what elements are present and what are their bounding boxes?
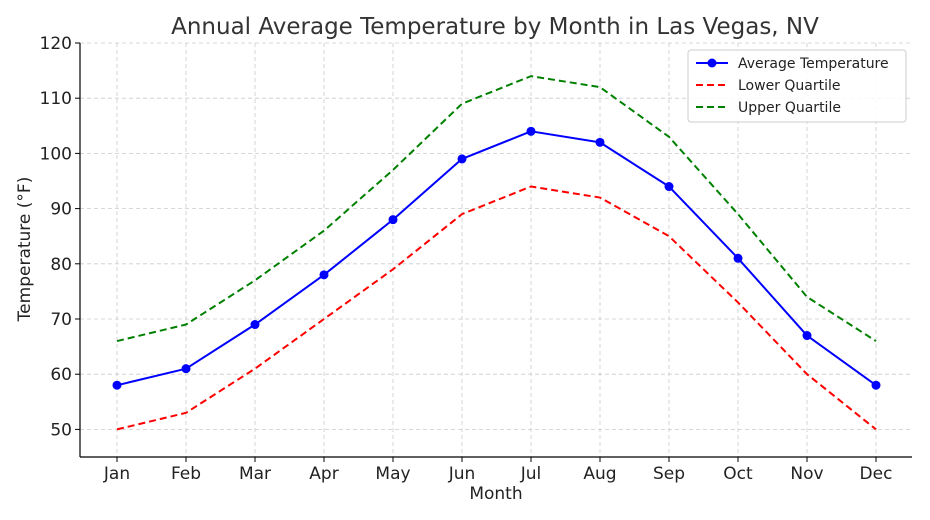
x-tick-label-jan: Jan — [103, 464, 130, 484]
x-tick-label-may: May — [375, 464, 410, 484]
x-tick-label-dec: Dec — [860, 464, 893, 484]
data-point-average-temperature-apr — [319, 270, 329, 280]
x-tick-label-apr: Apr — [309, 464, 338, 484]
legend-marker-average-temperature — [707, 58, 717, 68]
axes: Jan Feb Mar Apr May Jun Jul Aug Sep Oct Nov Dec 50 60… — [40, 34, 912, 484]
data-point-average-temperature-mar — [250, 320, 260, 330]
data-point-average-temperature-oct — [733, 253, 743, 263]
legend-label-lower-quartile: Lower Quartile — [738, 78, 841, 94]
series-line-lower-quartile — [116, 185, 877, 431]
data-point-average-temperature-jul — [526, 126, 536, 136]
x-tick-label-nov: Nov — [790, 464, 823, 484]
x-tick-label-mar: Mar — [239, 464, 271, 484]
legend-box — [687, 49, 907, 123]
series-line-upper-quartile — [116, 75, 877, 343]
y-tick-label-110: 110 — [40, 89, 72, 109]
x-tick-label-jul: Jul — [520, 464, 542, 484]
chart-title: Annual Average Temperature by Month in L… — [171, 14, 819, 40]
y-tick-label-90: 90 — [50, 200, 72, 220]
legend-label-upper-quartile: Upper Quartile — [738, 100, 841, 116]
x-tick-label-jun: Jun — [448, 464, 476, 484]
legend: Average Temperature Lower Quartile Upper Q… — [687, 49, 907, 123]
y-tick-label-50: 50 — [50, 420, 72, 440]
y-tick-label-70: 70 — [50, 310, 72, 330]
x-tick-label-oct: Oct — [723, 464, 753, 484]
data-point-average-temperature-nov — [802, 331, 812, 341]
series-line-average-temperature — [116, 130, 877, 387]
data-point-average-temperature-aug — [595, 137, 605, 147]
legend-label-average-temperature: Average Temperature — [738, 56, 889, 72]
data-point-average-temperature-sep — [664, 182, 674, 192]
x-tick-label-aug: Aug — [583, 464, 616, 484]
y-axis-label: Temperature (°F) — [15, 177, 35, 323]
y-tick-label-80: 80 — [50, 255, 72, 275]
y-tick-label-120: 120 — [40, 34, 72, 54]
data-point-average-temperature-may — [388, 215, 398, 225]
x-axis-label: Month — [469, 484, 522, 504]
y-tick-label-100: 100 — [40, 144, 72, 164]
data-point-average-temperature-feb — [181, 364, 191, 374]
data-point-average-temperature-jan — [112, 380, 122, 390]
series-layer — [112, 75, 881, 431]
y-tick-label-60: 60 — [50, 365, 72, 385]
x-tick-label-feb: Feb — [171, 464, 201, 484]
x-tick-label-sep: Sep — [653, 464, 685, 484]
data-point-average-temperature-dec — [871, 380, 881, 390]
data-point-average-temperature-jun — [457, 154, 467, 164]
